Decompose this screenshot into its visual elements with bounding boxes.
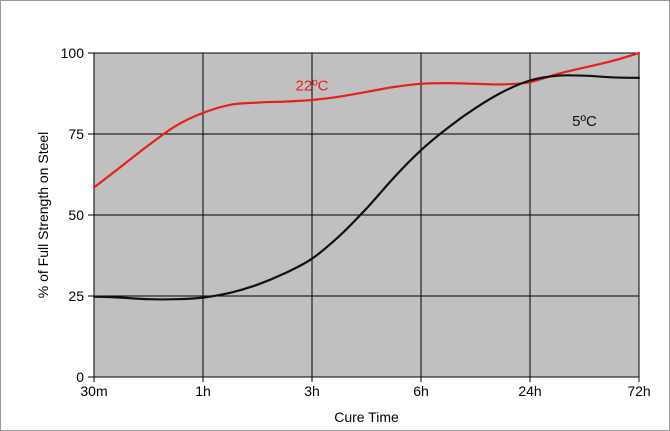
x-tick-label: 24h bbox=[518, 383, 541, 399]
y-axis-title: % of Full Strength on Steel bbox=[35, 132, 51, 299]
y-tick-label: 100 bbox=[61, 45, 85, 61]
x-tick-label: 3h bbox=[304, 383, 320, 399]
x-tick-label: 6h bbox=[413, 383, 429, 399]
grid-lines bbox=[88, 52, 640, 382]
y-tick-label: 25 bbox=[68, 288, 84, 304]
y-tick-label: 75 bbox=[68, 126, 84, 142]
tick-labels: 0 25 50 75 100 30m 1h 3h 6h 24h 72h bbox=[61, 45, 651, 399]
series-label-22c: 22ºC bbox=[296, 77, 329, 94]
x-tick-label: 72h bbox=[627, 383, 650, 399]
x-tick-label: 30m bbox=[80, 383, 107, 399]
series-lines bbox=[92, 51, 641, 301]
series-label-5c: 5ºC bbox=[572, 113, 597, 130]
x-tick-label: 1h bbox=[195, 383, 211, 399]
series-line-1 bbox=[92, 74, 641, 301]
y-tick-label: 50 bbox=[68, 207, 84, 223]
y-tick-label: 0 bbox=[76, 369, 84, 385]
x-axis-title: Cure Time bbox=[334, 409, 399, 425]
